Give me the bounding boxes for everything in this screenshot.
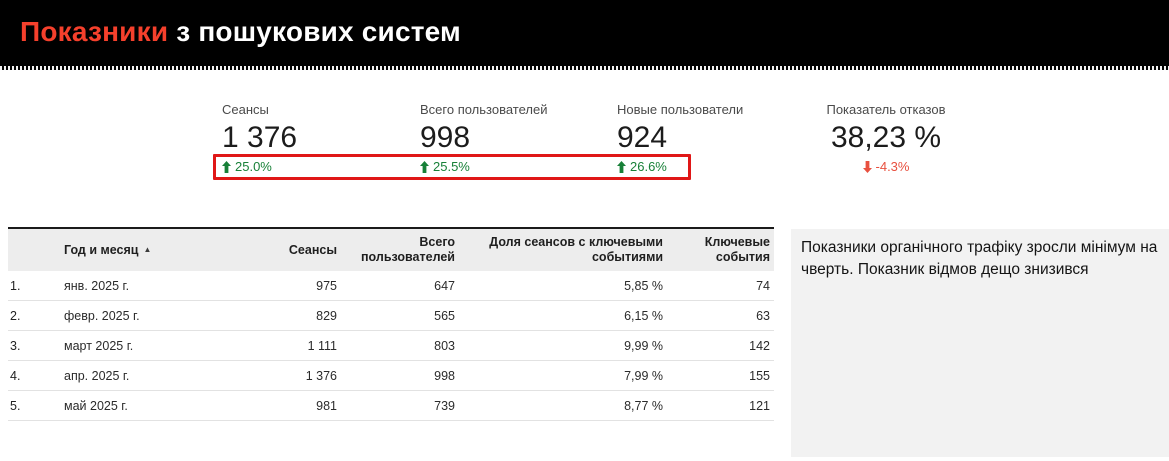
scorecard-new-users: Новые пользователи 924 26.6% — [617, 102, 743, 174]
header-key-events[interactable]: Ключевые события — [667, 228, 774, 271]
cell-key-events: 63 — [667, 300, 774, 331]
cell-sessions: 1 376 — [230, 360, 341, 391]
header-row-number — [8, 228, 55, 271]
commentary-panel: Показники органічного трафіку зросли мін… — [791, 229, 1169, 457]
cell-sessions: 981 — [230, 390, 341, 421]
cell-share: 8,77 % — [459, 390, 667, 421]
cell-share: 7,99 % — [459, 360, 667, 391]
table-header-row: Год и месяц ▲ Сеансы Всего пользователей … — [8, 228, 774, 271]
table-row: 4. апр. 2025 г. 1 376 998 7,99 % 155 — [8, 360, 774, 391]
row-number: 5. — [8, 390, 55, 421]
scorecard-bounce-rate: Показатель отказов 38,23 % -4.3% — [806, 102, 966, 174]
scorecard-delta-value: -4.3% — [875, 159, 910, 174]
scorecard-label: Сеансы — [222, 102, 269, 117]
row-number: 1. — [8, 271, 55, 301]
cell-month: янв. 2025 г. — [55, 271, 230, 301]
table-row: 5. май 2025 г. 981 739 8,77 % 121 — [8, 390, 774, 421]
cell-month: апр. 2025 г. — [55, 360, 230, 391]
scorecard-delta: -4.3% — [806, 159, 966, 174]
scorecard-value: 924 — [617, 121, 668, 154]
cell-month: февр. 2025 г. — [55, 300, 230, 331]
cell-users: 565 — [341, 300, 459, 331]
cell-month: март 2025 г. — [55, 330, 230, 361]
cell-key-events: 74 — [667, 271, 774, 301]
cell-sessions: 1 111 — [230, 330, 341, 361]
header-total-users[interactable]: Всего пользователей — [341, 228, 459, 271]
scorecard-value: 1 376 — [222, 121, 298, 154]
cell-share: 9,99 % — [459, 330, 667, 361]
row-number: 2. — [8, 300, 55, 331]
down-arrow-icon — [862, 160, 872, 173]
report-header-bar: Показники з пошукових систем — [0, 0, 1169, 70]
scorecard-label: Показатель отказов — [826, 102, 946, 117]
commentary-text: Показники органічного трафіку зросли мін… — [801, 239, 1158, 278]
cell-key-events: 155 — [667, 360, 774, 391]
row-number: 4. — [8, 360, 55, 391]
scorecard-label: Новые пользователи — [617, 102, 744, 117]
scorecard-delta: 25.5% — [420, 159, 547, 174]
cell-users: 739 — [341, 390, 459, 421]
header-key-event-share[interactable]: Доля сеансов с ключевыми событиями — [459, 228, 667, 271]
cell-sessions: 975 — [230, 271, 341, 301]
header-sessions[interactable]: Сеансы — [230, 228, 341, 271]
cell-key-events: 142 — [667, 330, 774, 361]
page-title-rest: з пошукових систем — [176, 16, 461, 47]
scorecard-delta: 25.0% — [222, 159, 297, 174]
up-arrow-icon — [617, 160, 626, 173]
cell-users: 647 — [341, 271, 459, 301]
page-title-accent: Показники — [20, 16, 169, 47]
page-title: Показники з пошукових систем — [20, 16, 461, 48]
scorecard-total-users: Всего пользователей 998 25.5% — [420, 102, 547, 174]
cell-key-events: 121 — [667, 390, 774, 421]
sort-ascending-icon: ▲ — [143, 245, 152, 254]
cell-users: 998 — [341, 360, 459, 391]
cell-users: 803 — [341, 330, 459, 361]
scorecard-value: 998 — [420, 121, 471, 154]
scorecard-delta: 26.6% — [617, 159, 743, 174]
cell-share: 6,15 % — [459, 300, 667, 331]
up-arrow-icon — [420, 160, 429, 173]
scorecard-delta-value: 25.0% — [235, 159, 272, 174]
table-row: 2. февр. 2025 г. 829 565 6,15 % 63 — [8, 300, 774, 331]
scorecard-label: Всего пользователей — [420, 102, 548, 117]
scorecard-delta-value: 26.6% — [630, 159, 667, 174]
up-arrow-icon — [222, 160, 231, 173]
header-month-sortable[interactable]: Год и месяц ▲ — [55, 228, 230, 271]
scorecard-value: 38,23 % — [830, 121, 942, 154]
scorecard-sessions: Сеансы 1 376 25.0% — [222, 102, 297, 174]
row-number: 3. — [8, 330, 55, 361]
cell-month: май 2025 г. — [55, 390, 230, 421]
cell-share: 5,85 % — [459, 271, 667, 301]
table-row: 3. март 2025 г. 1 111 803 9,99 % 142 — [8, 330, 774, 361]
scorecard-delta-value: 25.5% — [433, 159, 470, 174]
monthly-metrics-table: Год и месяц ▲ Сеансы Всего пользователей … — [8, 227, 774, 421]
cell-sessions: 829 — [230, 300, 341, 331]
table-row: 1. янв. 2025 г. 975 647 5,85 % 74 — [8, 271, 774, 301]
